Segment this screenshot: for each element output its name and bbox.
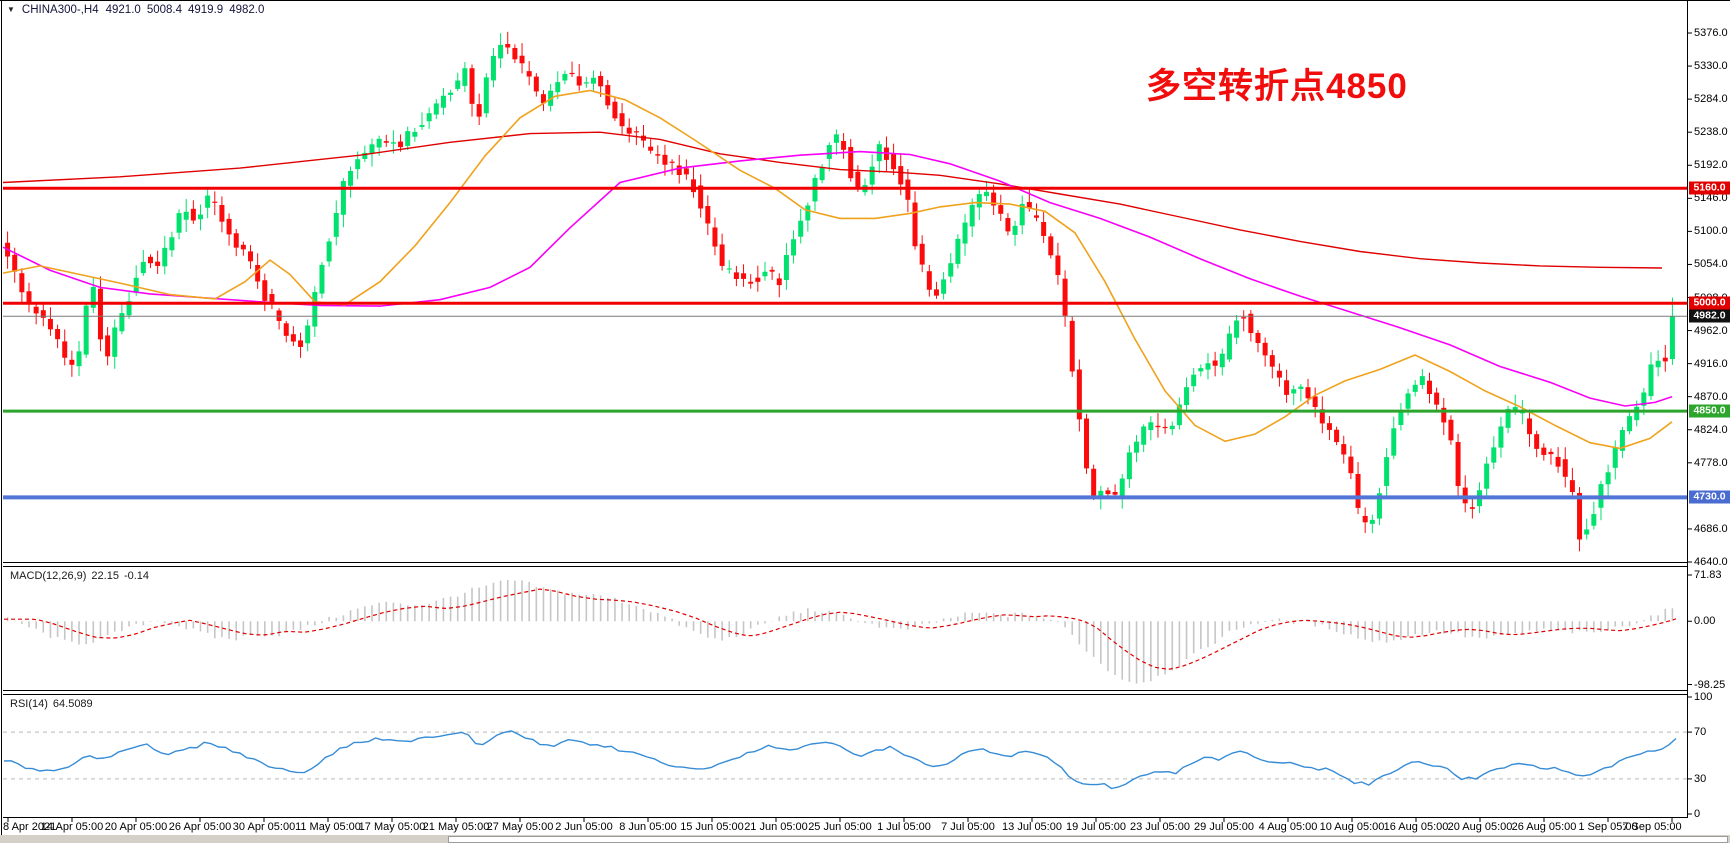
price-tick-label: 5330.0	[1694, 60, 1728, 73]
time-axis-label: 14 Apr 05:00	[40, 821, 104, 833]
rsi-tick-label: 30	[1694, 772, 1707, 785]
price-tick-label: 4962.0	[1694, 324, 1728, 337]
macd-name: MACD(12,26,9)	[10, 570, 87, 582]
time-axis-label: 27 May 05:00	[486, 821, 554, 833]
time-axis-label: 10 Aug 05:00	[1319, 821, 1385, 833]
time-axis-label: 26 Aug 05:00	[1511, 821, 1577, 833]
time-axis-label: 7 Jul 05:00	[941, 821, 995, 833]
price-level-badge[interactable]: 4850.0	[1689, 404, 1730, 418]
time-axis-label: 29 Jul 05:00	[1194, 821, 1254, 833]
macd-signal-value: -0.14	[123, 570, 150, 582]
time-axis-label: 23 Jul 05:00	[1130, 821, 1190, 833]
close-value: 4982.0	[229, 4, 265, 16]
time-axis-label: 19 Jul 05:00	[1066, 821, 1126, 833]
time-axis-label: 7 Sep 05:00	[1622, 821, 1682, 833]
price-tick-label: 5192.0	[1694, 159, 1728, 172]
time-axis-label: 13 Jul 05:00	[1002, 821, 1062, 833]
macd-pane[interactable]	[4, 580, 1677, 684]
horizontal-scrollbar[interactable]	[0, 835, 1730, 843]
price-tick-label: 4870.0	[1694, 390, 1728, 403]
rsi-name: RSI(14)	[10, 698, 48, 710]
time-axis-label: 20 Aug 05:00	[1447, 821, 1513, 833]
macd-indicator-label: MACD(12,26,9) 22.15 -0.14	[10, 570, 149, 582]
macd-tick-label: 0.00	[1694, 615, 1716, 628]
rsi-line	[3, 730, 1677, 790]
macd-signal-line	[4, 588, 1677, 670]
rsi-value: 64.5089	[52, 698, 93, 710]
moving-averages	[2, 89, 1673, 450]
open-value: 4921.0	[105, 4, 141, 16]
rsi-indicator-label: RSI(14) 64.5089	[10, 698, 93, 710]
price-level-badge[interactable]: 5000.0	[1689, 296, 1730, 310]
price-level-badge[interactable]: 4730.0	[1689, 490, 1730, 504]
price-tick-label: 4916.0	[1694, 357, 1728, 370]
price-tick-label: 5376.0	[1694, 27, 1728, 39]
time-axis-label: 4 Aug 05:00	[1258, 821, 1318, 833]
rsi-pane[interactable]	[3, 730, 1687, 790]
low-value: 4919.9	[188, 4, 224, 16]
time-axis-label: 20 Apr 05:00	[104, 821, 168, 833]
macd-tick-label: -98.25	[1694, 678, 1726, 691]
price-tick-label: 4640.0	[1694, 556, 1728, 568]
price-tick-label: 4686.0	[1694, 522, 1728, 535]
time-axis-label: 21 May 05:00	[422, 821, 490, 833]
scrollbar-track[interactable]	[448, 836, 1728, 843]
time-axis-label: 1 Sep 05:00	[1578, 821, 1638, 833]
time-axis-label: 15 Jun 05:00	[680, 821, 744, 833]
price-level-badge[interactable]: 4982.0	[1689, 309, 1730, 323]
time-axis-label: 8 Apr 2021	[3, 821, 57, 833]
macd-main-value: 22.15	[91, 570, 119, 582]
time-axis-label: 8 Jun 05:00	[619, 821, 677, 833]
time-axis-label: 21 Jun 05:00	[744, 821, 808, 833]
time-axis-label: 30 Apr 05:00	[232, 821, 296, 833]
ma-fast-orange-line	[2, 89, 1673, 450]
price-tick-label: 4824.0	[1694, 423, 1728, 436]
chart-annotation-text: 多空转折点4850	[1146, 67, 1408, 106]
time-axis-label: 16 Aug 05:00	[1383, 821, 1449, 833]
price-tick-label: 5100.0	[1694, 225, 1728, 238]
time-axis-label: 17 May 05:00	[358, 821, 426, 833]
price-level-lines[interactable]	[3, 186, 1687, 500]
time-axis-label: 11 May 05:00	[295, 821, 361, 833]
time-axis-label: 1 Jul 05:00	[877, 821, 931, 833]
rsi-tick-label: 0	[1694, 808, 1701, 820]
macd-tick-label: 71.83	[1694, 569, 1722, 581]
price-tick-label: 5238.0	[1694, 126, 1728, 139]
price-tick-label: 4778.0	[1694, 456, 1728, 469]
axis-ticks	[7, 32, 1692, 822]
price-level-badge[interactable]: 5160.0	[1689, 181, 1730, 195]
price-tick-label: 5146.0	[1694, 192, 1728, 205]
symbol-period-label: CHINA300-,H4	[21, 4, 99, 16]
price-tick-label: 5284.0	[1694, 93, 1728, 106]
rsi-tick-label: 70	[1694, 726, 1707, 739]
collapse-triangle-icon[interactable]: ▼	[7, 5, 15, 14]
chart-header: ▼ CHINA300-,H4 4921.0 5008.4 4919.9 4982…	[7, 4, 264, 16]
ma-slow-red-line	[2, 131, 1663, 269]
time-axis-label: 26 Apr 05:00	[168, 821, 232, 833]
time-axis-label: 2 Jun 05:00	[555, 821, 613, 833]
time-axis-label: 25 Jun 05:00	[808, 821, 872, 833]
high-value: 5008.4	[146, 4, 182, 16]
ma-mid-magenta-line	[2, 150, 1673, 407]
rsi-tick-label: 100	[1694, 691, 1713, 703]
candles[interactable]	[5, 31, 1675, 552]
price-tick-label: 5054.0	[1694, 258, 1728, 271]
